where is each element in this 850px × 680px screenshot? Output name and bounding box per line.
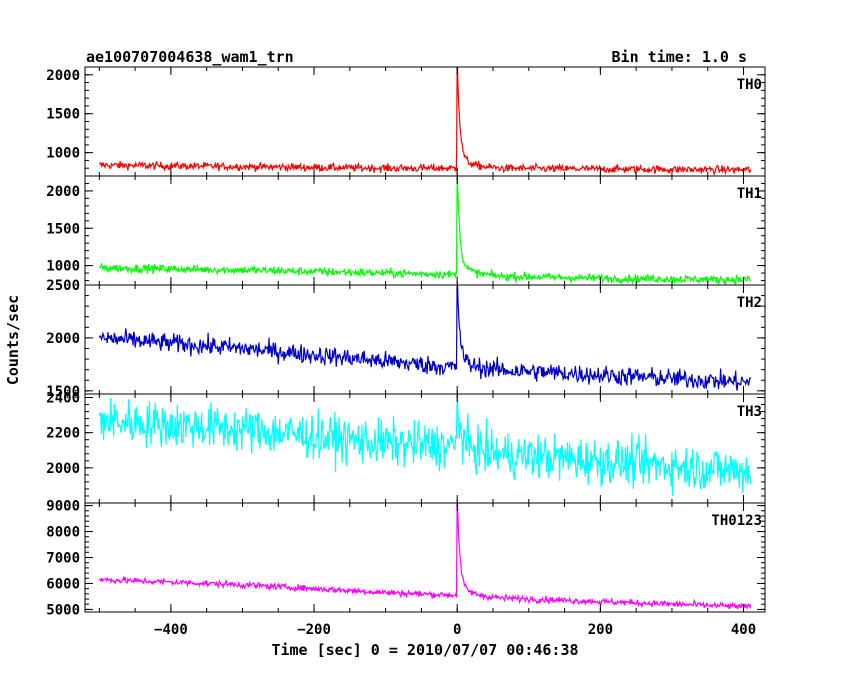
y-axis-label: Counts/sec: [4, 295, 22, 385]
x-tick-label: 200: [588, 622, 613, 638]
y-tick-label: 2200: [46, 426, 80, 442]
y-tick-label: 8000: [46, 525, 80, 541]
x-axis-label: Time [sec] 0 = 2010/07/07 00:46:38: [271, 641, 578, 659]
series-line-th1: [99, 176, 752, 285]
y-tick-label: 1500: [46, 384, 80, 400]
y-tick-label: 1000: [46, 146, 80, 162]
x-tick-label: −400: [154, 622, 188, 638]
y-tick-label: 2400: [46, 391, 80, 407]
y-tick-label: 5000: [46, 602, 80, 618]
x-tick-label: 400: [731, 622, 756, 638]
panel-name-th0: TH0: [737, 77, 762, 93]
panel-frame: [84, 66, 766, 177]
x-tick-label: −200: [297, 622, 331, 638]
y-tick-label: 6000: [46, 576, 80, 592]
panel-name-th0123: TH0123: [711, 513, 762, 529]
x-tick-label: 0: [453, 622, 461, 638]
bin-time-label: Bin time: 1.0 s: [612, 48, 747, 66]
series-line-th0123: [98, 503, 752, 611]
y-tick-label: 1500: [46, 107, 80, 123]
panel-name-th3: TH3: [737, 404, 762, 420]
y-tick-label: 2500: [46, 278, 80, 294]
y-tick-label: 2000: [46, 331, 80, 347]
y-tick-label: 2000: [46, 461, 80, 477]
y-tick-label: 1500: [46, 221, 80, 237]
series-line-th0: [98, 67, 752, 176]
series-line-th3: [98, 394, 752, 496]
y-tick-label: 1000: [46, 259, 80, 275]
y-tick-label: 2000: [46, 184, 80, 200]
figure-title: ae100707004638_wam1_trn: [86, 48, 294, 66]
y-tick-label: 2000: [46, 68, 80, 84]
y-tick-label: 7000: [46, 551, 80, 567]
panel-name-th2: TH2: [737, 295, 762, 311]
panel-name-th1: TH1: [737, 186, 762, 202]
y-tick-label: 9000: [46, 499, 80, 515]
panel-frame: [84, 502, 766, 613]
series-line-th2: [98, 285, 752, 391]
panel-frame: [84, 284, 766, 395]
